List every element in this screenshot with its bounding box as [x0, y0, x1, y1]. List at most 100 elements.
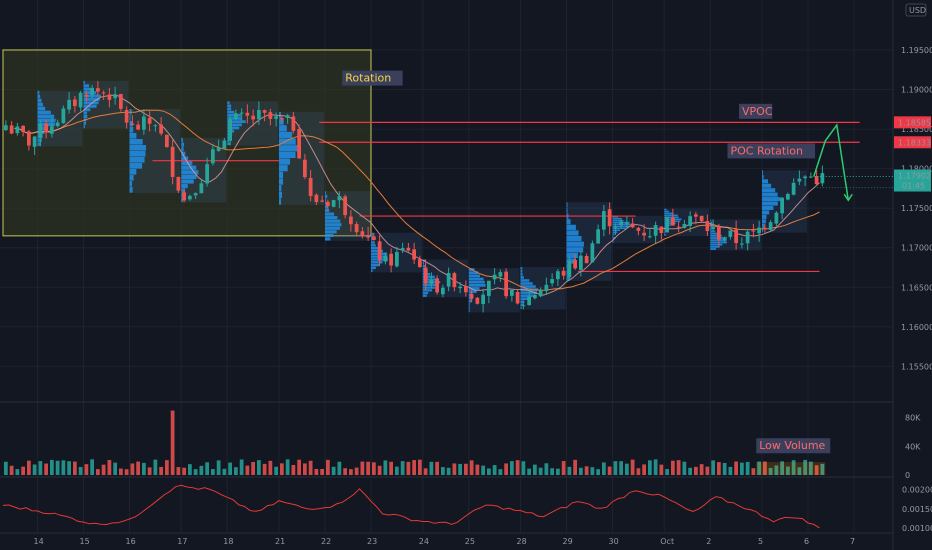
volume-bar [406, 461, 411, 475]
volume-bar [211, 469, 215, 475]
volume-bar [751, 468, 756, 475]
profile-row [762, 223, 765, 228]
volume-bar [84, 464, 89, 475]
profile-row [520, 297, 528, 300]
profile-row [762, 170, 763, 175]
level-price-label: 1.18585 [898, 118, 931, 127]
time-tick-label: 25 [465, 537, 475, 546]
candle-body [257, 109, 261, 120]
volume-bar [366, 461, 370, 475]
volume-bar [786, 466, 790, 475]
profile-row [181, 184, 188, 189]
candle-body [665, 216, 669, 233]
volume-bar [360, 461, 365, 475]
time-tick-label: 28 [517, 537, 527, 546]
candle-body [27, 131, 31, 146]
volume-bar [768, 467, 773, 475]
volume-bar [343, 468, 347, 475]
candle-body [809, 176, 813, 178]
volume-bar [533, 464, 537, 475]
candle-body [38, 123, 43, 139]
volume-bar [665, 469, 669, 475]
profile-row [566, 275, 570, 281]
volume-bar [642, 464, 646, 475]
candle-body [740, 243, 744, 245]
volume-bar [648, 460, 652, 475]
profile-row [83, 97, 100, 101]
candle-body [510, 289, 514, 296]
candle-body [337, 196, 342, 201]
volume-bar [44, 463, 48, 475]
profile-row [129, 187, 133, 193]
price-axis[interactable]: USD 1.19500 1.19000 1.18500 1.18000 1.17500 1.… [813, 3, 932, 371]
candle-body [331, 200, 336, 207]
candle-body [188, 195, 192, 200]
time-axis[interactable]: 14 15 16 17 18 21 22 23 24 25 28 29 30 Oct 2 5 6 7 [34, 537, 856, 546]
profile-row [710, 228, 712, 231]
volume-bar [492, 465, 497, 475]
profile-row [468, 302, 470, 306]
candle-body [222, 140, 227, 149]
profile-row [520, 303, 523, 307]
profile-row [520, 282, 533, 285]
profile-row [181, 174, 197, 179]
profile-row [181, 197, 183, 203]
volume-bar [4, 461, 8, 475]
volume-bar [251, 462, 255, 475]
annotation-label: POC Rotation [731, 144, 804, 157]
indicator-tick-label: 0.00100 [902, 524, 932, 533]
indicator-pane: 0.00200 0.00150 0.00100 [2, 484, 932, 533]
volume-bar [193, 469, 198, 475]
profile-row [181, 165, 197, 170]
profile-row [325, 201, 327, 206]
volume-bar [464, 463, 468, 475]
profile-row [325, 219, 341, 223]
volume-bar [452, 463, 457, 475]
candle-body [797, 178, 802, 182]
profile-row [762, 205, 774, 211]
volume-bar [803, 459, 807, 475]
profile-row [710, 230, 716, 233]
volume-pane: Low Volume 80K 40K 0 [4, 410, 921, 480]
candle-body [464, 286, 468, 293]
volume-bar [527, 468, 531, 475]
candle-body [44, 123, 48, 133]
candle-body [73, 99, 77, 106]
candle-body [653, 225, 658, 236]
profile-row [83, 87, 91, 91]
candle-body [55, 122, 60, 127]
profile-row [710, 243, 723, 246]
candle-body [400, 248, 405, 251]
profile-row [710, 226, 713, 228]
candle-body [573, 260, 577, 269]
volume-bar [774, 465, 779, 475]
profile-row [710, 248, 717, 250]
candle-body [671, 217, 675, 226]
profile-row [422, 278, 438, 281]
candle-body [757, 227, 761, 234]
profile-row [371, 246, 380, 250]
candle-body [176, 176, 181, 191]
profile-row [371, 238, 372, 241]
profile-row [762, 192, 778, 197]
volume-bar [216, 460, 221, 475]
candle-body [268, 112, 273, 119]
candle-body [159, 124, 163, 134]
volume-bar [165, 460, 169, 475]
profile-row [227, 123, 242, 127]
profile-row [325, 233, 334, 237]
candle-body [607, 209, 612, 227]
candle-body [682, 224, 687, 228]
candle-body [124, 109, 129, 123]
volume-bar [27, 460, 31, 475]
candle-body [90, 87, 94, 95]
currency-badge [905, 3, 927, 17]
volume-bar [9, 465, 14, 475]
volume-bar [584, 466, 589, 475]
volume-bar [435, 461, 439, 475]
candle-body [803, 176, 807, 179]
time-tick-label: 17 [177, 537, 187, 546]
candle-body [544, 284, 549, 291]
candle-body [78, 92, 83, 108]
